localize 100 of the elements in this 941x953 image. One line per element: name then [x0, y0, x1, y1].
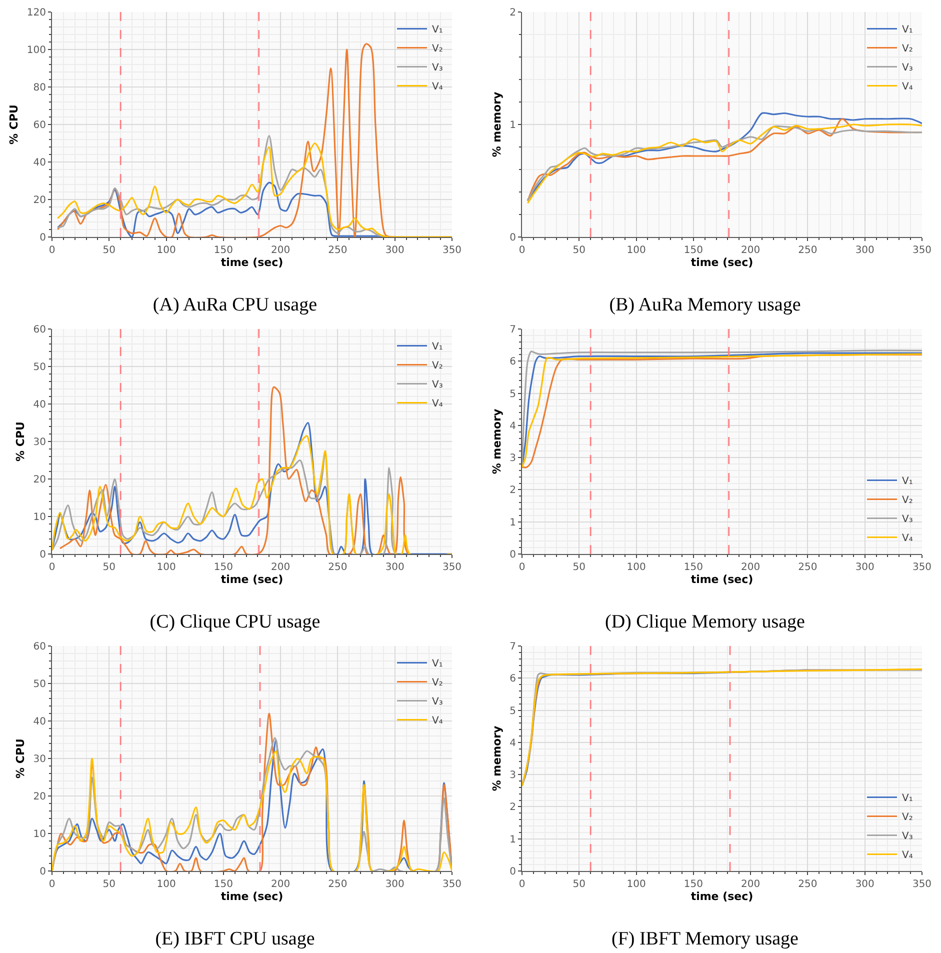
y-tick-label: 0	[510, 866, 516, 878]
legend-label: V₄	[902, 533, 913, 544]
y-tick-label: 0	[510, 550, 516, 560]
y-tick-label: 4	[510, 420, 516, 432]
x-axis-title: time (sec)	[220, 256, 284, 269]
y-tick-label: 2	[510, 485, 516, 496]
y-tick-label: 3	[510, 770, 516, 782]
x-tick-label: 0	[518, 879, 526, 890]
x-tick-label: 0	[518, 562, 526, 573]
x-tick-label: 150	[214, 879, 233, 890]
y-tick-label: 40	[33, 716, 46, 728]
text: (B) AuRa Memory usage	[609, 294, 801, 316]
y-tick-label: 6	[510, 674, 516, 685]
x-tick-label: 300	[385, 879, 404, 890]
y-tick-label: 5	[510, 388, 516, 400]
text: (A) AuRa CPU usage	[152, 294, 318, 316]
y-tick-label: 50	[33, 362, 46, 373]
x-tick-label: 300	[855, 562, 874, 573]
x-tick-label: 350	[442, 562, 462, 573]
x-tick-label: 300	[855, 245, 874, 256]
y-tick-label: 100	[26, 45, 46, 56]
x-tick-label: 300	[385, 245, 404, 256]
x-axis-title: time (sec)	[220, 573, 284, 586]
x-tick-label: 100	[156, 879, 176, 890]
x-tick-label: 150	[684, 562, 703, 573]
legend-label: V₄	[902, 82, 913, 93]
x-axis-title: time (sec)	[690, 573, 754, 586]
text: (F) IBFT Memory usage	[612, 928, 798, 950]
x-tick-label: 150	[214, 245, 233, 256]
legend-label: V₃	[902, 62, 913, 74]
x-tick-label: 50	[102, 879, 116, 890]
legend-label: V₃	[902, 831, 913, 842]
y-axis-title: % memory	[490, 726, 504, 792]
legend-label: V₂	[432, 44, 443, 55]
x-axis-title: time (sec)	[690, 256, 754, 269]
x-tick-label: 200	[271, 879, 290, 890]
x-tick-label: 100	[626, 245, 646, 256]
y-tick-label: 7	[510, 324, 516, 336]
y-tick-label: 30	[33, 754, 46, 765]
legend-label: V₁	[432, 342, 443, 353]
legend-label: V₃	[432, 62, 443, 74]
y-tick-label: 2	[510, 8, 516, 18]
x-tick-label: 150	[684, 879, 703, 890]
y-tick-label: 7	[510, 642, 516, 652]
legend-label: V₄	[902, 850, 913, 862]
x-tick-label: 50	[572, 879, 586, 890]
legend-label: V₃	[902, 514, 913, 526]
x-tick-label: 50	[102, 562, 116, 573]
legend-label: V₃	[432, 380, 443, 391]
x-tick-label: 250	[328, 245, 348, 256]
legend-label: V₄	[432, 716, 443, 727]
y-tick-label: 60	[33, 642, 46, 652]
y-tick-label: 10	[33, 829, 46, 840]
x-tick-label: 200	[271, 562, 290, 573]
y-axis-title: % memory	[490, 408, 504, 474]
x-axis-title: time (sec)	[690, 890, 754, 903]
y-tick-label: 1	[510, 120, 516, 131]
y-tick-label: 0	[40, 550, 46, 560]
y-tick-label: 10	[33, 512, 46, 523]
legend-label: V₁	[432, 658, 443, 670]
y-tick-label: 5	[510, 706, 516, 717]
x-tick-label: 100	[626, 879, 646, 890]
y-tick-label: 0	[40, 232, 46, 244]
legend-label: V₄	[432, 82, 443, 93]
text: (D) Clique Memory usage	[605, 612, 805, 633]
y-tick-label: 2	[510, 802, 516, 814]
x-tick-label: 100	[626, 562, 646, 573]
y-axis-title: % CPU	[14, 422, 27, 462]
x-tick-label: 250	[328, 562, 348, 573]
x-tick-label: 150	[684, 245, 703, 256]
x-tick-label: 0	[518, 245, 526, 256]
legend-label: V₁	[902, 476, 913, 488]
legend-label: V₄	[432, 398, 443, 410]
x-tick-label: 100	[156, 562, 176, 573]
x-tick-label: 0	[48, 879, 56, 890]
x-tick-label: 250	[798, 245, 818, 256]
x-tick-label: 350	[442, 245, 462, 256]
x-tick-label: 250	[328, 879, 348, 890]
x-tick-label: 50	[102, 245, 116, 256]
x-tick-label: 100	[156, 245, 176, 256]
y-tick-label: 3	[510, 453, 516, 464]
x-tick-label: 350	[442, 879, 462, 890]
x-tick-label: 200	[271, 245, 290, 256]
y-tick-label: 20	[33, 792, 46, 802]
x-tick-label: 200	[741, 562, 760, 573]
y-tick-label: 20	[33, 474, 46, 486]
legend-label: V₂	[432, 678, 443, 689]
x-tick-label: 350	[912, 562, 932, 573]
text: (E) IBFT CPU usage	[155, 928, 315, 950]
legend-label: V₂	[902, 812, 913, 824]
x-tick-label: 300	[855, 879, 874, 890]
y-tick-label: 50	[33, 679, 46, 690]
legend-label: V₁	[432, 24, 443, 36]
x-tick-label: 200	[741, 245, 760, 256]
x-tick-label: 350	[912, 245, 932, 256]
y-tick-label: 1	[510, 517, 516, 528]
y-tick-label: 1	[510, 834, 516, 846]
x-tick-label: 250	[798, 562, 818, 573]
y-tick-label: 0	[40, 866, 46, 878]
legend-label: V₂	[432, 360, 443, 372]
